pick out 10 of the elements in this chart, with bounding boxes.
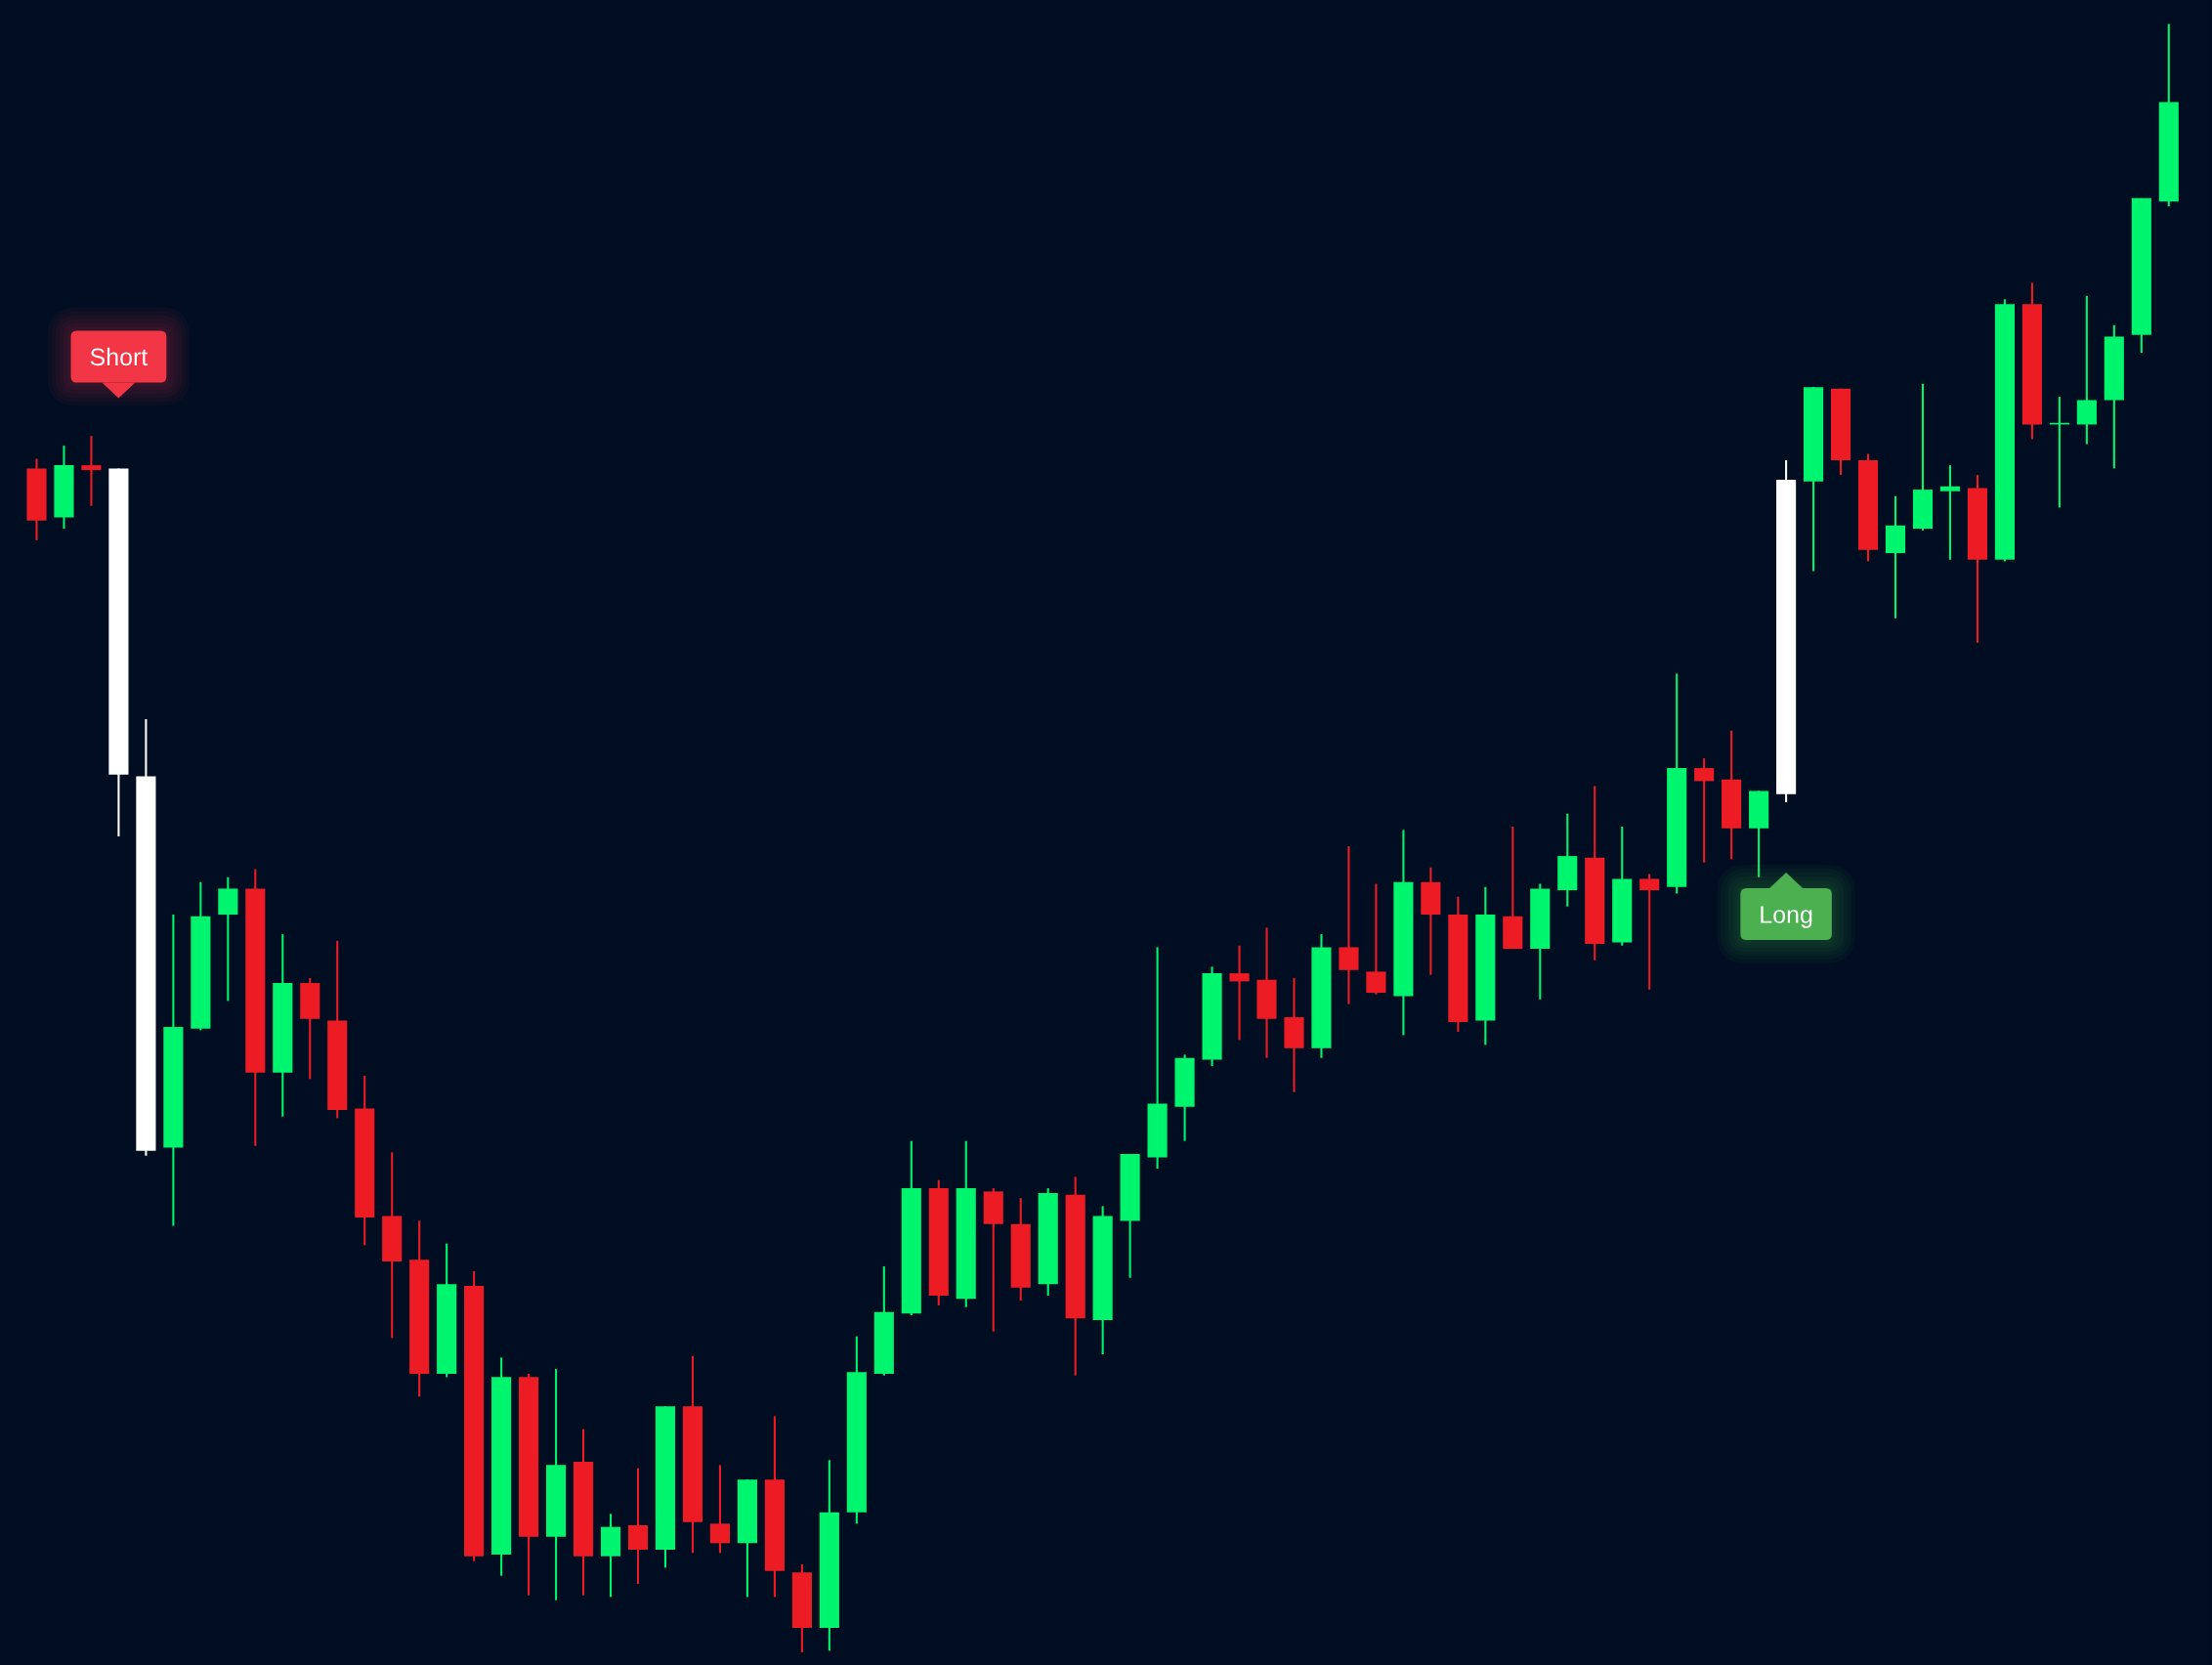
candlestick <box>81 435 102 507</box>
candlestick <box>1639 873 1660 991</box>
candlestick <box>1694 757 1715 864</box>
annotation: Short <box>90 347 149 366</box>
candlestick <box>1939 464 1961 561</box>
candlestick <box>1229 944 1250 1042</box>
candlestick <box>1366 882 1386 996</box>
annotation: Long <box>1761 906 1812 928</box>
candlestick <box>1339 845 1359 1005</box>
candlestick <box>709 1464 731 1555</box>
